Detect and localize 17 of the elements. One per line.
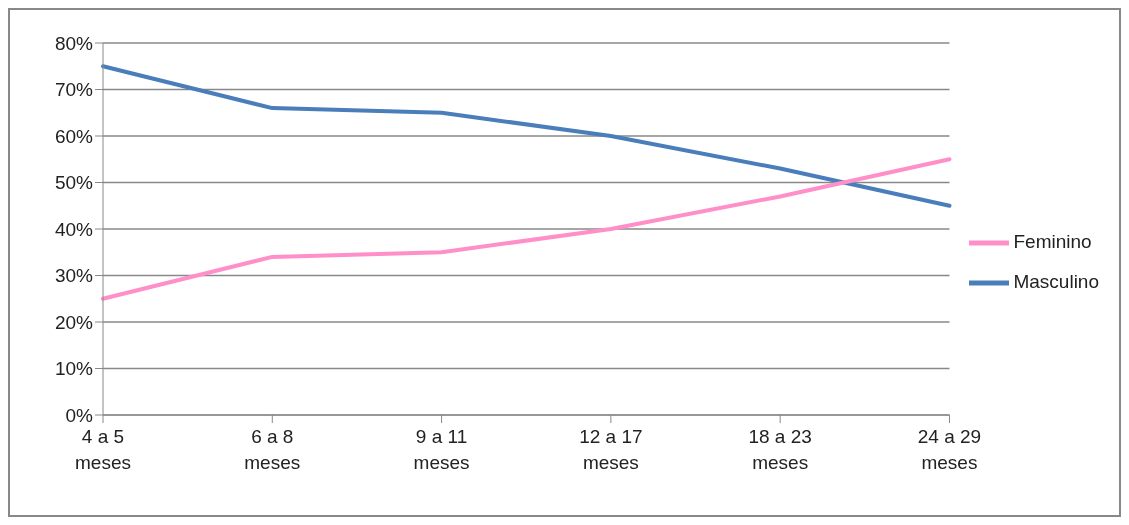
x-tick-label: 6 a 8 meses <box>244 426 301 473</box>
legend-label: Feminino <box>1013 230 1092 252</box>
x-tick-label: 9 a 11 meses <box>413 426 470 473</box>
y-tick-label: 10% <box>54 358 94 380</box>
x-tick-label: 18 a 23 meses <box>748 426 812 473</box>
legend-label: Masculino <box>1013 270 1099 292</box>
x-tick-label: 12 a 17 meses <box>579 426 643 473</box>
y-tick-label: 70% <box>54 79 94 101</box>
x-tick-label: 24 a 29 meses <box>917 426 982 473</box>
y-tick-label: 20% <box>54 311 94 333</box>
y-tick-label: 0% <box>65 404 94 426</box>
y-tick-label: 50% <box>54 172 94 194</box>
y-tick-label: 30% <box>54 265 94 287</box>
y-tick-label: 40% <box>54 218 94 240</box>
x-tick-label: 4 a 5 meses <box>75 426 131 473</box>
y-tick-label: 60% <box>54 125 94 147</box>
y-tick-label: 80% <box>54 32 94 54</box>
